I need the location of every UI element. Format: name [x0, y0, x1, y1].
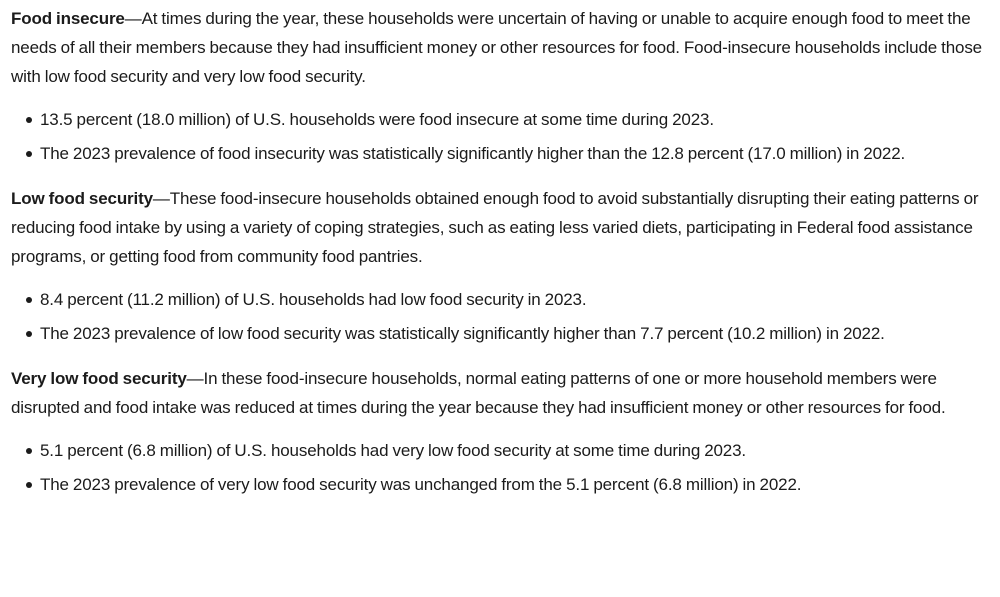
bullet-list: 5.1 percent (6.8 million) of U.S. househ… — [11, 436, 988, 499]
list-item: 8.4 percent (11.2 million) of U.S. house… — [26, 285, 988, 314]
list-item: 13.5 percent (18.0 million) of U.S. hous… — [26, 105, 988, 134]
list-item: The 2023 prevalence of low food security… — [26, 319, 988, 348]
bullet-list: 13.5 percent (18.0 million) of U.S. hous… — [11, 105, 988, 168]
section-very-low-food-security: Very low food security—In these food-ins… — [11, 364, 988, 499]
list-item: 5.1 percent (6.8 million) of U.S. househ… — [26, 436, 988, 465]
list-item: The 2023 prevalence of food insecurity w… — [26, 139, 988, 168]
term-heading: Low food security — [11, 189, 153, 208]
section-food-insecure: Food insecure—At times during the year, … — [11, 4, 988, 168]
definition-paragraph: Very low food security—In these food-ins… — [11, 364, 988, 422]
list-item: The 2023 prevalence of very low food sec… — [26, 470, 988, 499]
definition-text: —These food-insecure households obtained… — [11, 189, 979, 266]
bullet-list: 8.4 percent (11.2 million) of U.S. house… — [11, 285, 988, 348]
definition-text: —At times during the year, these househo… — [11, 9, 982, 86]
section-low-food-security: Low food security—These food-insecure ho… — [11, 184, 988, 348]
term-heading: Food insecure — [11, 9, 125, 28]
definition-text: —In these food-insecure households, norm… — [11, 369, 946, 417]
document-body: Food insecure—At times during the year, … — [11, 4, 988, 499]
term-heading: Very low food security — [11, 369, 187, 388]
definition-paragraph: Food insecure—At times during the year, … — [11, 4, 988, 91]
definition-paragraph: Low food security—These food-insecure ho… — [11, 184, 988, 271]
